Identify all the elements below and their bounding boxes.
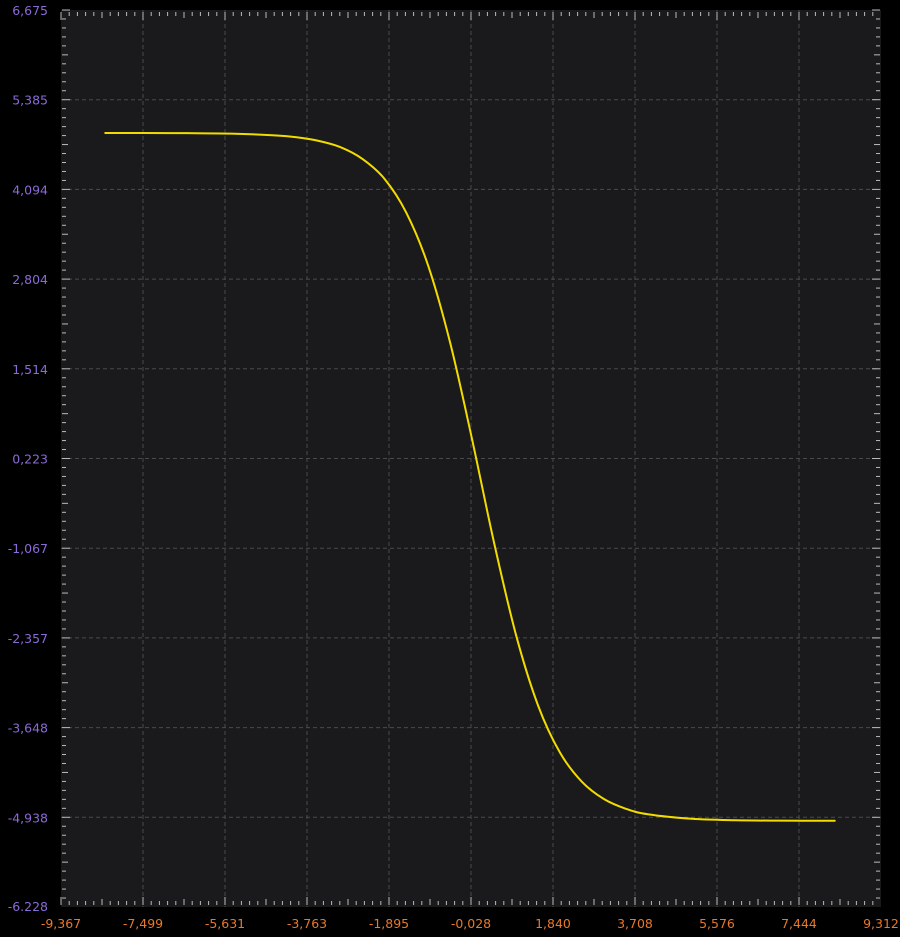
data-point: [734, 819, 737, 822]
data-point: [186, 132, 188, 134]
y-tick-label: -3,648: [8, 721, 48, 736]
x-tick-label: -9,367: [41, 916, 81, 931]
data-point: [471, 439, 474, 441]
data-point: [142, 132, 144, 134]
x-tick-label: -3,763: [287, 916, 327, 931]
x-tick-label: 5,576: [699, 916, 735, 931]
y-tick-label: 6,675: [12, 3, 48, 18]
data-point: [229, 132, 232, 135]
data-point: [427, 265, 430, 267]
data-point: [361, 158, 364, 160]
data-point: [339, 146, 342, 148]
x-tick-label: -1,895: [369, 916, 409, 931]
y-tick-label: 2,804: [12, 272, 48, 287]
x-tick-label: -0,028: [451, 916, 491, 931]
y-tick-label: 0,223: [12, 452, 48, 467]
y-tick-label: 5,385: [12, 93, 48, 108]
y-tick-label: -2,357: [8, 631, 48, 646]
data-point: [778, 819, 781, 822]
data-point: [515, 634, 517, 637]
y-tick-label: -4,938: [8, 810, 48, 825]
data-point: [690, 817, 693, 820]
axis-ticks: [60, 9, 880, 905]
x-tick-label: 1,840: [535, 916, 571, 931]
data-point: [104, 132, 106, 134]
data-point: [295, 136, 298, 139]
data-point: [383, 177, 386, 180]
series-line: [104, 131, 836, 822]
grid: [61, 10, 881, 907]
y-tick-label: 1,514: [12, 362, 48, 377]
data-point: [405, 211, 408, 214]
data-point: [625, 807, 627, 810]
data-point: [834, 819, 836, 822]
data-point: [581, 780, 583, 783]
data-point: [273, 134, 276, 137]
data-point: [559, 751, 561, 754]
y-tick-label: -6.228: [8, 899, 48, 914]
data-point: [603, 798, 605, 800]
data-point: [317, 140, 320, 142]
y-tick-label: 4,094: [12, 182, 48, 197]
x-tick-label: -7,499: [123, 916, 163, 931]
data-point: [493, 542, 495, 544]
x-tick-label: 9,312: [863, 916, 899, 931]
data-point: [647, 813, 649, 816]
data-point: [537, 704, 539, 707]
x-tick-label: 3,708: [617, 916, 653, 931]
x-tick-label: -5,631: [205, 916, 245, 931]
y-tick-label: -1,067: [8, 541, 48, 556]
data-point: [449, 342, 452, 344]
x-tick-label: 7,444: [781, 916, 817, 931]
x-axis-labels: -9,367 -7,499 -5,631 -3,763 -1,895 -0,028 1,84…: [41, 916, 899, 931]
y-axis-labels: 6,675 5,385 4,094 2,804 1,514 0,223 -1,067 -2,3…: [8, 3, 48, 914]
